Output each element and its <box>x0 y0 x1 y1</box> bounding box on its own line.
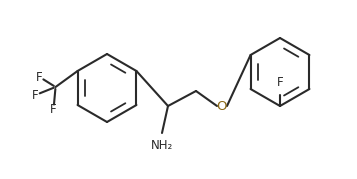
Text: F: F <box>32 88 39 101</box>
Text: F: F <box>50 103 57 115</box>
Text: NH₂: NH₂ <box>151 139 173 152</box>
Text: F: F <box>277 76 283 89</box>
Text: O: O <box>217 100 227 112</box>
Text: F: F <box>36 71 43 83</box>
